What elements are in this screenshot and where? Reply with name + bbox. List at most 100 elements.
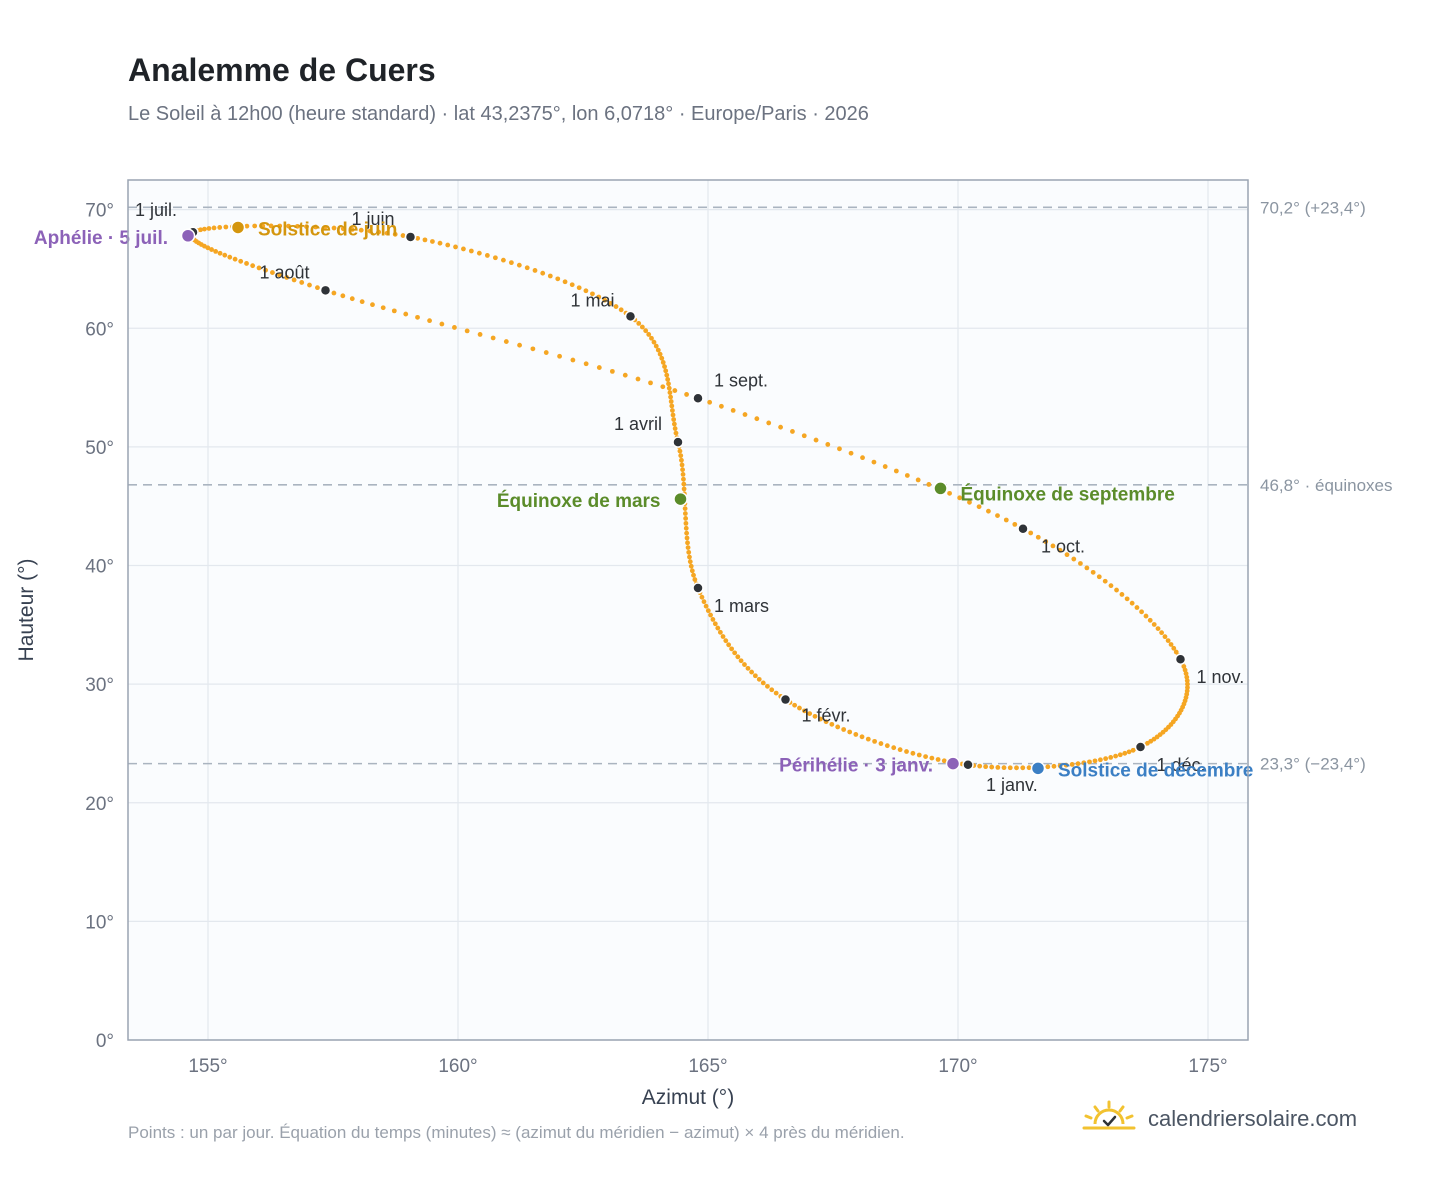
event-label: Équinoxe de mars — [497, 490, 661, 512]
analemma-day-point — [659, 355, 665, 361]
analemma-day-point — [683, 516, 689, 521]
analemma-day-point — [646, 332, 652, 337]
analemma-day-point — [453, 244, 458, 250]
analemma-day-point — [705, 608, 711, 614]
analemma-day-point — [1159, 630, 1165, 636]
analemma-day-point — [1165, 638, 1171, 644]
analemma-day-point — [660, 384, 666, 390]
x-axis-label: Azimut (°) — [642, 1086, 734, 1109]
analemma-day-point — [664, 372, 670, 378]
analemma-day-point — [947, 490, 952, 496]
analemma-day-point — [222, 252, 228, 258]
analemma-day-point — [1084, 565, 1090, 571]
analemma-day-point — [1075, 761, 1081, 767]
analemma-day-point — [749, 669, 755, 675]
analemma-day-point — [643, 328, 649, 334]
brand[interactable]: calendriersolaire.com — [1082, 1100, 1357, 1137]
analemma-day-point — [720, 634, 726, 639]
analemma-day-point — [1092, 758, 1098, 764]
analemma-day-point — [532, 268, 538, 273]
analemma-day-point — [1168, 642, 1174, 647]
analemma-day-point — [910, 750, 916, 756]
axis-ticks: 155° 160° 165° 170° 175° 0° 10° 20° 30° 40° 50° 60°… — [85, 201, 1227, 1077]
analemma-day-point — [461, 246, 466, 252]
analemma-day-point — [260, 223, 266, 229]
x-tick-label: 170° — [938, 1056, 977, 1077]
analemma-day-point — [756, 676, 762, 682]
analemma-day-point — [516, 262, 522, 268]
analemma-day-point — [681, 486, 687, 492]
month-marker — [692, 392, 704, 405]
analemma-day-point — [213, 248, 219, 254]
analemma-day-point — [1171, 645, 1177, 651]
analemma-day-point — [686, 549, 692, 555]
brand-link[interactable]: calendriersolaire.com — [1148, 1105, 1358, 1131]
analemma-day-point — [250, 263, 256, 269]
analemma-day-point — [284, 275, 290, 280]
analemma-day-point — [685, 545, 691, 551]
analemma-day-point — [1114, 587, 1119, 593]
analemma-day-point — [477, 332, 483, 337]
analemma-day-point — [547, 273, 553, 279]
analemma-day-point — [859, 734, 865, 740]
analemma-day-point — [490, 335, 496, 341]
analemma-day-point — [904, 749, 909, 754]
analemma-day-point — [322, 225, 328, 230]
analemma-day-point — [376, 229, 382, 235]
analemma-day-point — [1139, 609, 1144, 615]
analemma-day-point — [773, 690, 779, 696]
analemma-day-point — [232, 256, 238, 262]
analemma-day-point — [1173, 649, 1179, 655]
analemma-day-point — [872, 738, 877, 744]
analemma-day-point — [543, 350, 549, 355]
sun-icon — [1082, 1100, 1136, 1137]
analemma-day-point — [1057, 763, 1063, 769]
analemma-day-point — [384, 230, 390, 236]
analemma-day-point — [1050, 543, 1056, 549]
analemma-day-point — [468, 248, 474, 254]
month-marker — [672, 436, 684, 448]
analemma-day-point — [484, 253, 490, 258]
analemma-day-point — [1184, 674, 1190, 680]
analemma-day-point — [1051, 763, 1057, 769]
analemma-day-point — [349, 296, 355, 302]
analemma-day-point — [732, 650, 738, 656]
analemma-day-point — [653, 343, 659, 349]
analemma-day-point — [1064, 552, 1070, 558]
analemma-day-point — [508, 260, 514, 266]
month-label: 1 juil. — [135, 200, 177, 220]
event-marker — [945, 756, 961, 771]
analemma-day-point — [670, 412, 676, 418]
analemma-day-point — [715, 625, 721, 631]
analemma-day-point — [807, 711, 813, 717]
analemma-day-point — [1057, 547, 1063, 553]
analemma-day-point — [760, 680, 766, 686]
analemma-day-point — [1122, 750, 1128, 756]
month-marker — [1017, 522, 1029, 535]
analemma-day-point — [691, 572, 696, 578]
analemma-day-point — [710, 617, 716, 622]
x-tick-label: 155° — [188, 1056, 227, 1077]
analemma-day-point — [916, 752, 922, 758]
y-tick-label: 40° — [85, 557, 114, 578]
analemma-day-point — [370, 302, 375, 308]
analemma-day-point — [1071, 556, 1077, 562]
analemma-day-point — [1087, 759, 1092, 765]
analemma-day-point — [263, 267, 269, 273]
analemma-day-point — [790, 429, 795, 434]
analemma-day-point — [891, 745, 897, 751]
analemma-day-point — [1063, 762, 1069, 768]
analemma-day-point — [602, 297, 608, 303]
plot-frame — [127, 179, 1249, 1041]
analemma-day-point — [340, 293, 346, 299]
analemma-day-point — [1078, 561, 1083, 566]
analemma-day-point — [427, 318, 432, 324]
month-marker — [624, 310, 637, 323]
analemma-day-point — [878, 741, 884, 746]
analemma-day-point — [315, 285, 320, 291]
month-label: 1 mars — [714, 596, 769, 616]
analemma-day-point — [729, 646, 734, 652]
month-label: 1 juin — [351, 209, 394, 229]
analemma-day-point — [391, 308, 397, 314]
analemma-day-point — [1117, 752, 1123, 758]
